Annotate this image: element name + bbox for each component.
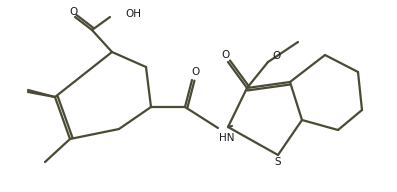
Text: S: S [275, 157, 281, 167]
Text: O: O [272, 51, 280, 61]
Text: HN: HN [219, 133, 235, 143]
Text: OH: OH [125, 9, 141, 19]
Text: O: O [69, 7, 77, 17]
Text: O: O [221, 50, 229, 60]
Text: O: O [191, 67, 199, 77]
